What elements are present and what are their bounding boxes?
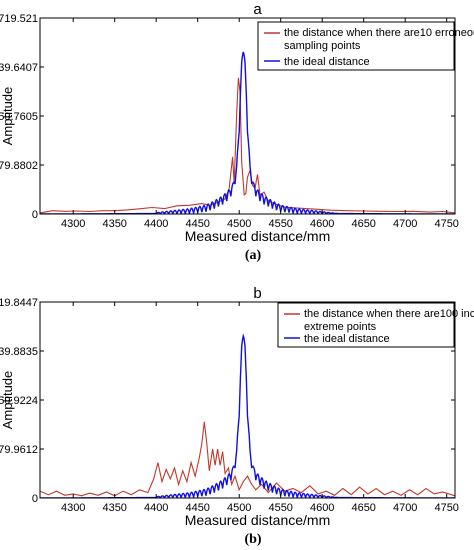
- y-tick-label: 539.6407: [0, 62, 38, 74]
- x-tick-label: 4350: [102, 218, 126, 230]
- series-line-measured: [40, 77, 455, 214]
- y-tick-label: 359.9224: [0, 395, 38, 407]
- x-axis-label: Measured distance/mm: [185, 512, 331, 528]
- chart-panel-b: b 4300 4350 4400 4450 4500 4550 4600 4650 4700 475…: [0, 285, 474, 547]
- panel-caption: (a): [245, 248, 262, 263]
- legend-box: [257, 21, 455, 71]
- legend-box: [277, 302, 455, 348]
- x-tick-label: 4400: [144, 502, 168, 514]
- series-line-ideal: [40, 51, 455, 214]
- x-tick-label: 4650: [351, 502, 375, 514]
- x-tick-label: 4300: [61, 502, 85, 514]
- y-tick-label: 179.8802: [0, 160, 38, 172]
- x-tick-label: 4500: [227, 218, 251, 230]
- y-tick-label: 179.9612: [0, 444, 38, 456]
- y-axis-label: Amptitude: [0, 371, 15, 430]
- legend-label-ideal: the ideal distance: [284, 56, 370, 68]
- x-tick-label: 4400: [144, 218, 168, 230]
- x-tick-label: 4350: [102, 502, 126, 514]
- x-tick-label: 4550: [268, 502, 292, 514]
- x-tick-label: 4750: [434, 502, 458, 514]
- legend: the distance when there are100 incorrect…: [277, 302, 474, 348]
- y-tick-label: 719.8447: [0, 297, 38, 309]
- chart-panel-a: a 4300 4350 4400 4450 4500 4550 4600 4650 4700 475…: [0, 1, 474, 263]
- series-line-measured: [40, 421, 455, 497]
- x-tick-label: 4650: [351, 218, 375, 230]
- x-tick-label: 4750: [434, 218, 458, 230]
- legend-label-measured: the distance when there are10 erroneous s…: [284, 27, 474, 52]
- x-tick-label: 4700: [393, 218, 417, 230]
- panel-caption: (b): [244, 532, 261, 547]
- y-tick-label: 719.521: [0, 13, 38, 25]
- x-tick-label: 4450: [185, 502, 209, 514]
- x-tick-label: 4300: [61, 218, 85, 230]
- legend-label-ideal: the ideal distance: [304, 333, 390, 345]
- x-axis-label: Measured distance/mm: [185, 228, 331, 244]
- y-tick-label: 0: [32, 493, 38, 505]
- x-tick-label: 4550: [268, 218, 292, 230]
- y-tick-label: 359.7605: [0, 111, 38, 123]
- y-tick-label: 539.8835: [0, 346, 38, 358]
- chart-title: b: [253, 285, 261, 302]
- chart-title: a: [253, 1, 262, 18]
- x-tick-label: 4500: [227, 502, 251, 514]
- series-line-ideal: [40, 333, 455, 498]
- x-tick-label: 4700: [393, 502, 417, 514]
- y-axis-label: Amptitude: [0, 87, 15, 146]
- legend-label-measured: the distance when there are100 incorrect…: [304, 308, 474, 333]
- x-tick-label: 4600: [310, 502, 334, 514]
- x-tick-label: 4600: [310, 218, 334, 230]
- x-tick-label: 4450: [185, 218, 209, 230]
- legend: the distance when there are10 erroneous s…: [257, 21, 474, 71]
- y-tick-label: 0: [32, 209, 38, 221]
